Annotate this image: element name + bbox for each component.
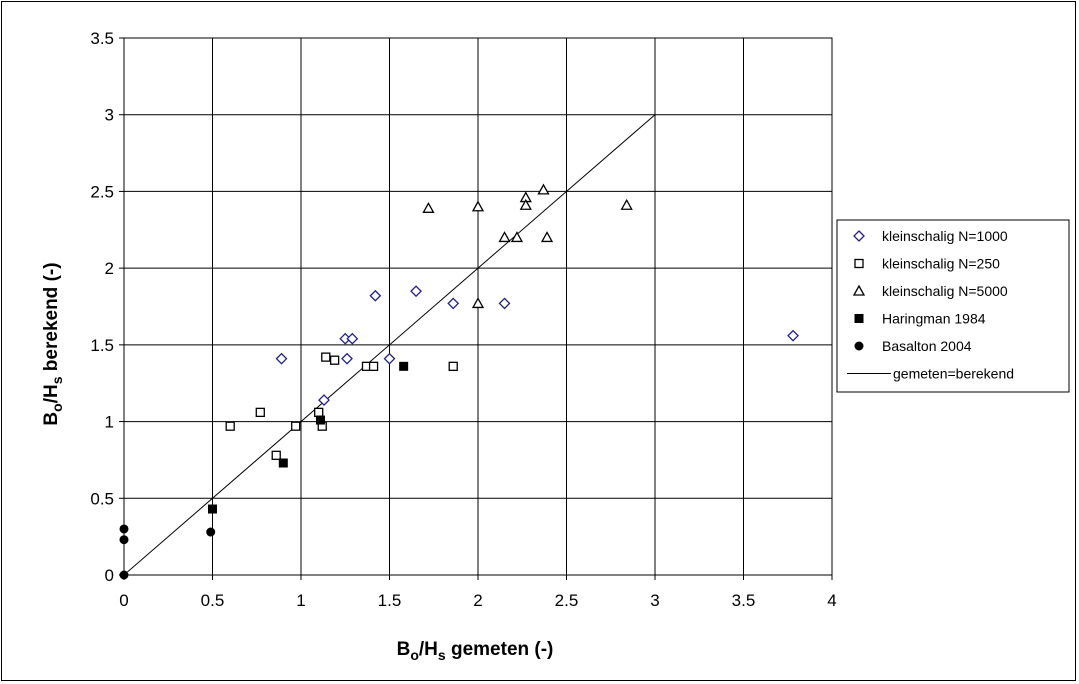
data-point	[383, 352, 396, 365]
y-tick-label: 3.5	[90, 29, 114, 48]
legend-item: kleinschalig N=1000	[853, 228, 1008, 244]
data-point	[315, 415, 325, 425]
legend-item: kleinschalig N=5000	[852, 283, 1008, 299]
x-tick-label: 0.5	[201, 591, 225, 610]
x-axis-title-mid: /H	[419, 639, 438, 660]
data-point	[422, 201, 435, 213]
legend-item: gemeten=berekend	[847, 366, 1014, 382]
x-tick-labels: 0 0.5 1 1.5 2 2.5 3 3.5 4	[119, 575, 837, 610]
data-point	[341, 352, 353, 365]
reference-line-gemeten-berekend	[123, 114, 656, 576]
x-tick-label: 2	[473, 591, 482, 610]
y-tick-label: 3	[105, 106, 114, 125]
x-axis-title: Bo/Hs gemeten (-)	[397, 639, 554, 663]
data-point	[275, 352, 288, 365]
x-axis-title-main: B	[397, 639, 411, 660]
legend-symbol	[853, 230, 865, 242]
data-point	[537, 183, 550, 195]
x-tick-label: 3.5	[732, 591, 756, 610]
y-tick-label: 0.5	[90, 489, 114, 508]
y-tick-label: 1	[105, 413, 114, 432]
data-points	[119, 183, 799, 580]
legend-symbol	[852, 284, 866, 296]
x-axis-title-tail: gemeten (-)	[446, 639, 554, 660]
legend-item: Haringman 1984	[854, 311, 986, 327]
x-axis-title-sub1: o	[410, 647, 419, 663]
y-tick-label: 2.5	[90, 182, 114, 201]
data-point	[318, 394, 330, 407]
x-axis-title-sub2: s	[438, 647, 446, 663]
legend-item: Basalton 2004	[854, 338, 972, 354]
data-point	[321, 352, 331, 362]
data-point	[255, 407, 265, 418]
x-tick-label: 1.5	[378, 591, 402, 610]
legend: kleinschalig N=1000 kleinschalig N=250 kle…	[836, 219, 1070, 393]
data-point	[208, 504, 217, 514]
legend-label: Basalton 2004	[882, 338, 972, 354]
y-tick-label: 1.5	[90, 336, 114, 355]
data-point	[278, 458, 288, 468]
data-point	[471, 297, 485, 309]
data-point	[346, 332, 359, 345]
data-point	[271, 450, 281, 460]
y-axis-title: Bo/Hs berekend (-)	[41, 262, 65, 425]
legend-box	[836, 219, 1070, 393]
data-point	[225, 421, 235, 431]
legend-symbol	[854, 314, 864, 323]
legend-item: kleinschalig N=250	[854, 256, 1000, 272]
legend-label: Haringman 1984	[882, 311, 986, 327]
data-point	[368, 361, 379, 371]
y-axis-title-sub1: o	[49, 403, 65, 412]
data-point	[540, 231, 554, 243]
data-point	[399, 361, 409, 371]
data-point	[498, 297, 511, 310]
data-point	[410, 285, 422, 298]
data-point	[448, 361, 458, 371]
data-point	[471, 200, 485, 212]
data-point	[519, 198, 532, 210]
legend-label: gemeten=berekend	[893, 366, 1014, 382]
data-point	[620, 198, 633, 210]
legend-symbol	[854, 341, 864, 351]
series-3	[208, 361, 409, 514]
legend-label: kleinschalig N=5000	[882, 283, 1008, 299]
plot-area	[119, 37, 833, 580]
series-1	[225, 352, 458, 460]
data-point	[206, 527, 216, 537]
x-tick-label: 3	[650, 591, 659, 610]
data-point	[447, 297, 460, 310]
y-axis-title-main: B	[41, 412, 62, 426]
series-0	[275, 285, 799, 407]
reference-line	[123, 114, 656, 576]
series-2	[422, 183, 633, 309]
y-tick-label: 0	[105, 566, 114, 585]
legend-symbol	[854, 258, 864, 269]
data-point	[291, 421, 301, 431]
x-tick-label: 4	[827, 591, 836, 610]
data-point	[119, 524, 129, 534]
data-point	[314, 407, 324, 418]
y-tick-label: 2	[105, 259, 114, 278]
legend-label: kleinschalig N=1000	[882, 228, 1008, 244]
data-point	[329, 355, 340, 365]
y-axis-title-sub2: s	[49, 376, 65, 384]
data-point	[119, 535, 129, 545]
x-tick-label: 0	[119, 591, 128, 610]
y-tick-labels: 0 0.5 1 1.5 2 2.5 3 3.5	[90, 29, 124, 585]
data-point	[510, 231, 524, 243]
x-tick-label: 1	[296, 591, 305, 610]
y-axis-title-tail: berekend (-)	[41, 262, 62, 376]
data-point	[498, 231, 511, 243]
x-tick-label: 2.5	[555, 591, 579, 610]
data-point	[369, 289, 382, 302]
y-axis-title-mid: /H	[41, 384, 62, 403]
data-point	[787, 329, 799, 342]
legend-label: kleinschalig N=250	[882, 256, 1000, 272]
